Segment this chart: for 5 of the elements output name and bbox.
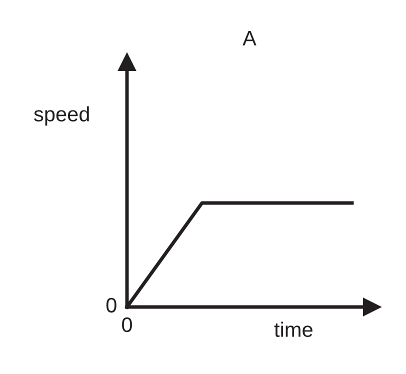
text: 0 — [122, 317, 132, 332]
chart-title: A — [242, 31, 256, 46]
text: 0 — [106, 298, 116, 313]
x-axis-title: time — [274, 322, 312, 338]
y-axis-title: speed — [34, 106, 89, 126]
